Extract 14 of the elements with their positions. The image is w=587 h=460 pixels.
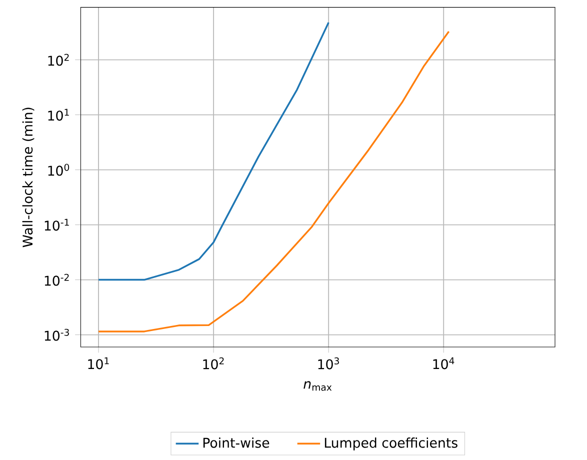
x-axis-title: n$_{max}$ [304, 381, 332, 391]
y-tick-label: 10$^{1}$ [48, 108, 69, 121]
y-tick-label: 10$^{-2}$ [44, 274, 69, 286]
y-tick-label: 10$^{-1}$ [44, 218, 69, 231]
y-tick-label: 10$^{-3}$ [44, 328, 69, 341]
x-tick-label: 10$^{1}$ [88, 357, 109, 370]
x-tick-label: 10$^{2}$ [203, 357, 224, 370]
legend-label: Point-wise [203, 438, 270, 448]
legend-label: Lumped coefficients [324, 438, 458, 450]
y-tick-label: 10$^{0}$ [48, 164, 70, 176]
y-axis-title: Wall-clock time (min) [22, 108, 34, 248]
x-tick-label: 10$^{3}$ [318, 357, 339, 370]
x-tick-label: 10$^{4}$ [433, 357, 454, 370]
y-tick-label: 10$^{2}$ [48, 54, 69, 66]
